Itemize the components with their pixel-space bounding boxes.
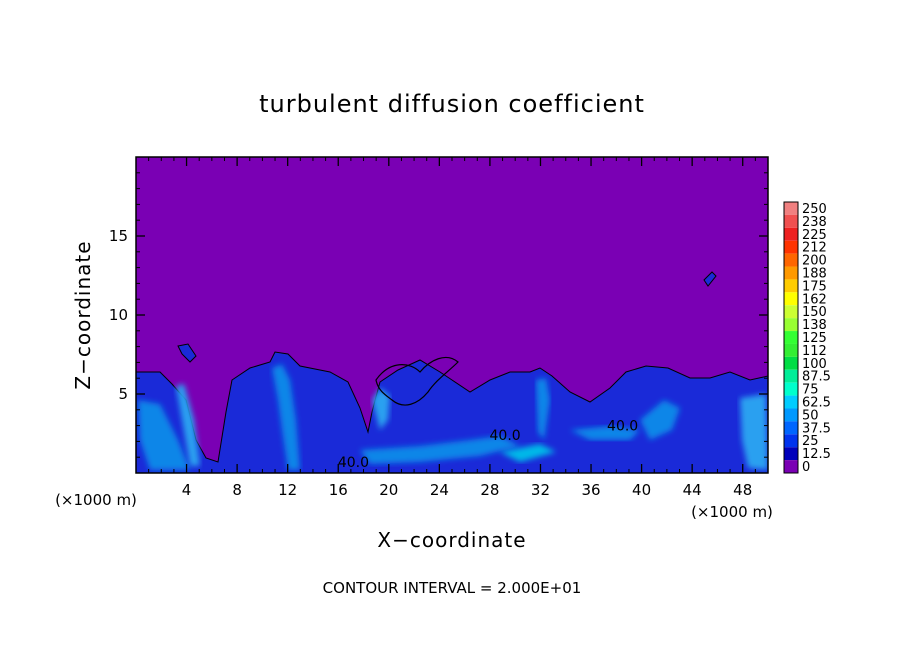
colorbar-label: 212 [802, 241, 827, 256]
high-diffusion-patch [138, 400, 190, 470]
x-tick-label: 12 [278, 481, 297, 499]
colorbar-label: 125 [802, 331, 827, 346]
x-axis-label: X−coordinate [377, 528, 526, 552]
contour-label-group: 40.0 40.0 40.0 [338, 419, 638, 471]
high-diffusion-patch [536, 378, 550, 440]
colorbar-label: 138 [802, 318, 827, 333]
isolated-contour [703, 271, 717, 287]
x-tick-label: 16 [329, 481, 348, 499]
y-tick-label: 5 [118, 385, 128, 403]
x-tick-label: 20 [379, 481, 398, 499]
colorbar-swatch [784, 214, 798, 228]
colorbar-label: 12.5 [802, 447, 831, 462]
colorbar-swatch [784, 331, 798, 344]
high-diffusion-patch [176, 384, 200, 466]
x-axis: 4 8 12 16 20 24 28 32 36 40 44 48 [148, 157, 756, 499]
x-tick-label: 32 [531, 481, 550, 499]
high-diffusion-patch [740, 394, 768, 470]
colorbar-label: 238 [802, 215, 827, 230]
x-tick-label: 48 [733, 481, 752, 499]
x-tick-label: 40 [632, 481, 651, 499]
colorbar-swatch [784, 460, 798, 473]
colorbar-swatch [784, 421, 798, 435]
colorbar-label: 37.5 [802, 421, 831, 436]
colorbar-swatch [784, 227, 798, 241]
colorbar-swatch [784, 408, 798, 422]
colorbar-label: 50 [802, 408, 819, 423]
x-unit-label-right: (×1000 m) [691, 503, 773, 521]
y-axis: 5 10 15 [109, 172, 768, 458]
colorbar-label: 225 [802, 228, 827, 243]
chart-title: turbulent diffusion coefficient [259, 90, 645, 118]
high-diffusion-patch [500, 444, 556, 462]
colorbar-swatch [784, 382, 798, 396]
colorbar-swatch [784, 292, 798, 306]
colorbar-label: 162 [802, 292, 827, 307]
colorbar-swatch [784, 343, 798, 357]
colorbar-label: 100 [802, 357, 827, 372]
colorbar-label: 0 [802, 460, 810, 475]
colorbar-swatch [784, 266, 798, 280]
colorbar-swatch [784, 279, 798, 293]
x-tick-label: 24 [430, 481, 449, 499]
colorbar-swatch [784, 202, 798, 215]
x-tick-label: 8 [232, 481, 242, 499]
x-tick-label: 44 [683, 481, 702, 499]
colorbar-swatch [784, 240, 798, 254]
colorbar-label: 188 [802, 266, 827, 281]
high-diffusion-patch [372, 388, 390, 430]
contour-label: 40.0 [338, 455, 369, 471]
colorbar-swatch [784, 447, 798, 461]
colorbar-label: 87.5 [802, 370, 831, 385]
contour-label: 40.0 [490, 428, 521, 444]
colorbar-label: 250 [802, 202, 827, 217]
x-unit-label-left: (×1000 m) [55, 491, 137, 509]
field-layer [136, 271, 768, 473]
colorbar-label: 112 [802, 344, 827, 359]
high-diffusion-patch [272, 364, 300, 470]
plot-area [135, 156, 769, 474]
colorbar-label: 150 [802, 305, 827, 320]
colorbar-swatch [784, 318, 798, 332]
colorbar-swatch [784, 305, 798, 319]
colorbar-swatch [784, 253, 798, 267]
colorbar-frame [783, 201, 799, 474]
colorbar-swatch [784, 434, 798, 448]
y-tick-label: 10 [109, 306, 128, 324]
high-diffusion-patch [640, 400, 680, 440]
colorbar-label: 25 [802, 434, 819, 449]
x-tick-label: 4 [182, 481, 192, 499]
colorbar-swatch [784, 395, 798, 409]
high-diffusion-patch [360, 436, 520, 464]
isolated-contour [375, 357, 459, 406]
contour-interval-note: CONTOUR INTERVAL = 2.000E+01 [323, 579, 582, 597]
contour-label: 40.0 [607, 419, 638, 435]
x-tick-label: 36 [581, 481, 600, 499]
high-diffusion-patch [570, 426, 640, 440]
colorbar-label: 200 [802, 254, 827, 269]
colorbar-label: 175 [802, 279, 827, 294]
colorbar-label: 62.5 [802, 396, 831, 411]
x-tick-label: 28 [480, 481, 499, 499]
y-tick-label: 15 [109, 227, 128, 245]
isolated-contour [177, 343, 197, 363]
y-axis-label: Z−coordinate [71, 240, 95, 389]
colorbar-label: 75 [802, 383, 819, 398]
colorbar-swatch [784, 356, 798, 370]
colorbar: 2502382252122001881751621501381251121008… [783, 201, 831, 475]
colorbar-swatch [784, 369, 798, 383]
